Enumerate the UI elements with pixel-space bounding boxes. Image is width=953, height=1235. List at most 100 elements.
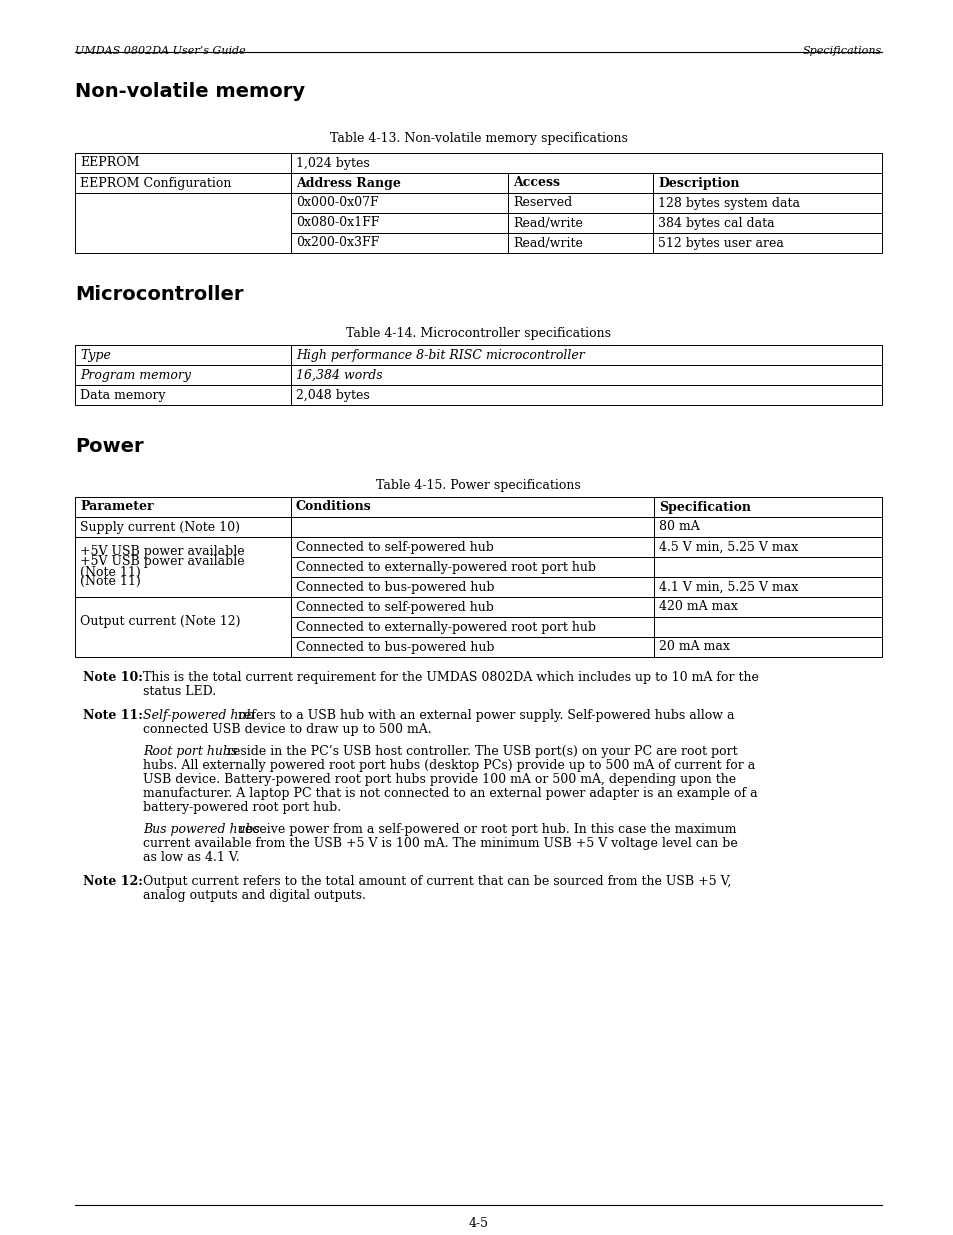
Text: Specification: Specification xyxy=(659,500,750,514)
Text: 0x080-0x1FF: 0x080-0x1FF xyxy=(295,216,379,230)
Text: refers to a USB hub with an external power supply. Self-powered hubs allow a: refers to a USB hub with an external pow… xyxy=(233,709,734,722)
Bar xyxy=(654,618,882,637)
Text: Output current refers to the total amount of current that can be sourced from th: Output current refers to the total amoun… xyxy=(143,876,731,888)
Text: UMDAS 0802DA User’s Guide: UMDAS 0802DA User’s Guide xyxy=(75,46,246,56)
Text: 4.1 V min, 5.25 V max: 4.1 V min, 5.25 V max xyxy=(659,580,798,594)
Text: Description: Description xyxy=(658,177,739,189)
Bar xyxy=(652,173,882,193)
Text: 2,048 bytes: 2,048 bytes xyxy=(295,389,370,401)
Bar xyxy=(291,385,882,405)
Bar xyxy=(654,637,882,657)
Text: Table 4-13. Non-volatile memory specifications: Table 4-13. Non-volatile memory specific… xyxy=(329,132,627,144)
Text: Connected to bus-powered hub: Connected to bus-powered hub xyxy=(295,641,494,653)
Text: Table 4-15. Power specifications: Table 4-15. Power specifications xyxy=(375,479,580,492)
Text: 384 bytes cal data: 384 bytes cal data xyxy=(658,216,774,230)
Text: analog outputs and digital outputs.: analog outputs and digital outputs. xyxy=(143,889,366,902)
Text: Reserved: Reserved xyxy=(513,196,572,210)
Bar xyxy=(291,557,654,577)
Bar xyxy=(291,345,882,366)
Text: Conditions: Conditions xyxy=(295,500,372,514)
Bar xyxy=(507,233,652,253)
Text: Table 4-14. Microcontroller specifications: Table 4-14. Microcontroller specificatio… xyxy=(346,327,610,340)
Bar xyxy=(654,577,882,597)
Bar xyxy=(654,557,882,577)
Text: Read/write: Read/write xyxy=(513,236,582,249)
Bar xyxy=(652,212,882,233)
Bar xyxy=(291,153,882,173)
Text: (Note 11): (Note 11) xyxy=(80,566,141,578)
Bar xyxy=(291,193,507,212)
Bar xyxy=(291,618,654,637)
Text: Connected to bus-powered hub: Connected to bus-powered hub xyxy=(295,580,494,594)
Text: reside in the PC’s USB host controller. The USB port(s) on your PC are root port: reside in the PC’s USB host controller. … xyxy=(223,745,737,758)
Text: Self-powered hub: Self-powered hub xyxy=(143,709,254,722)
Bar xyxy=(507,193,652,212)
Text: +5V USB power available: +5V USB power available xyxy=(80,546,244,558)
Text: Connected to externally-powered root port hub: Connected to externally-powered root por… xyxy=(295,620,596,634)
Text: current available from the USB +5 V is 100 mA. The minimum USB +5 V voltage leve: current available from the USB +5 V is 1… xyxy=(143,837,737,850)
Text: Non-volatile memory: Non-volatile memory xyxy=(75,82,305,101)
Text: 16,384 words: 16,384 words xyxy=(295,368,382,382)
Bar xyxy=(75,366,291,385)
Text: 1,024 bytes: 1,024 bytes xyxy=(295,157,370,169)
Text: Bus powered hubs: Bus powered hubs xyxy=(143,823,259,836)
Text: This is the total current requirement for the UMDAS 0802DA which includes up to : This is the total current requirement fo… xyxy=(143,671,758,684)
Text: Specifications: Specifications xyxy=(801,46,882,56)
Text: Parameter: Parameter xyxy=(80,500,153,514)
Bar xyxy=(75,537,291,597)
Text: EEPROM: EEPROM xyxy=(80,157,139,169)
Bar xyxy=(75,537,291,577)
Text: Connected to self-powered hub: Connected to self-powered hub xyxy=(295,541,494,553)
Bar xyxy=(291,366,882,385)
Bar xyxy=(291,597,654,618)
Bar xyxy=(75,385,291,405)
Bar xyxy=(291,173,507,193)
Text: receive power from a self-powered or root port hub. In this case the maximum: receive power from a self-powered or roo… xyxy=(234,823,736,836)
Text: EEPROM Configuration: EEPROM Configuration xyxy=(80,177,232,189)
Text: Access: Access xyxy=(513,177,559,189)
Text: Program memory: Program memory xyxy=(80,368,191,382)
Text: Supply current (Note 10): Supply current (Note 10) xyxy=(80,520,240,534)
Text: as low as 4.1 V.: as low as 4.1 V. xyxy=(143,851,239,864)
Bar xyxy=(75,153,291,173)
Bar xyxy=(654,537,882,557)
Bar xyxy=(291,537,654,557)
Text: battery-powered root port hub.: battery-powered root port hub. xyxy=(143,802,341,814)
Text: (Note 11): (Note 11) xyxy=(80,574,141,588)
Text: Connected to externally-powered root port hub: Connected to externally-powered root por… xyxy=(295,561,596,573)
Bar xyxy=(75,537,291,597)
Bar xyxy=(507,212,652,233)
Text: USB device. Battery-powered root port hubs provide 100 mA or 500 mA, depending u: USB device. Battery-powered root port hu… xyxy=(143,773,736,785)
Text: 4.5 V min, 5.25 V max: 4.5 V min, 5.25 V max xyxy=(659,541,798,553)
Text: Power: Power xyxy=(75,437,144,456)
Bar xyxy=(291,212,507,233)
Bar xyxy=(291,517,654,537)
Text: Address Range: Address Range xyxy=(295,177,400,189)
Text: status LED.: status LED. xyxy=(143,685,216,698)
Text: Note 11:: Note 11: xyxy=(83,709,143,722)
Bar xyxy=(291,496,654,517)
Text: +5V USB power available: +5V USB power available xyxy=(80,555,244,568)
Text: 0x000-0x07F: 0x000-0x07F xyxy=(295,196,378,210)
Text: manufacturer. A laptop PC that is not connected to an external power adapter is : manufacturer. A laptop PC that is not co… xyxy=(143,787,757,800)
Bar xyxy=(75,173,291,193)
Bar xyxy=(654,597,882,618)
Text: Type: Type xyxy=(80,348,111,362)
Text: 20 mA max: 20 mA max xyxy=(659,641,729,653)
Bar xyxy=(652,193,882,212)
Text: Note 10:: Note 10: xyxy=(83,671,143,684)
Text: hubs. All externally powered root port hubs (desktop PCs) provide up to 500 mA o: hubs. All externally powered root port h… xyxy=(143,760,755,772)
Text: Microcontroller: Microcontroller xyxy=(75,285,243,304)
Text: 420 mA max: 420 mA max xyxy=(659,600,737,614)
Bar xyxy=(507,173,652,193)
Text: 512 bytes user area: 512 bytes user area xyxy=(658,236,783,249)
Text: connected USB device to draw up to 500 mA.: connected USB device to draw up to 500 m… xyxy=(143,722,431,736)
Text: Connected to self-powered hub: Connected to self-powered hub xyxy=(295,600,494,614)
Bar xyxy=(654,517,882,537)
Text: High performance 8-bit RISC microcontroller: High performance 8-bit RISC microcontrol… xyxy=(295,348,584,362)
Text: 128 bytes system data: 128 bytes system data xyxy=(658,196,800,210)
Bar xyxy=(652,233,882,253)
Bar xyxy=(291,637,654,657)
Bar xyxy=(75,345,291,366)
Text: 4-5: 4-5 xyxy=(468,1216,488,1230)
